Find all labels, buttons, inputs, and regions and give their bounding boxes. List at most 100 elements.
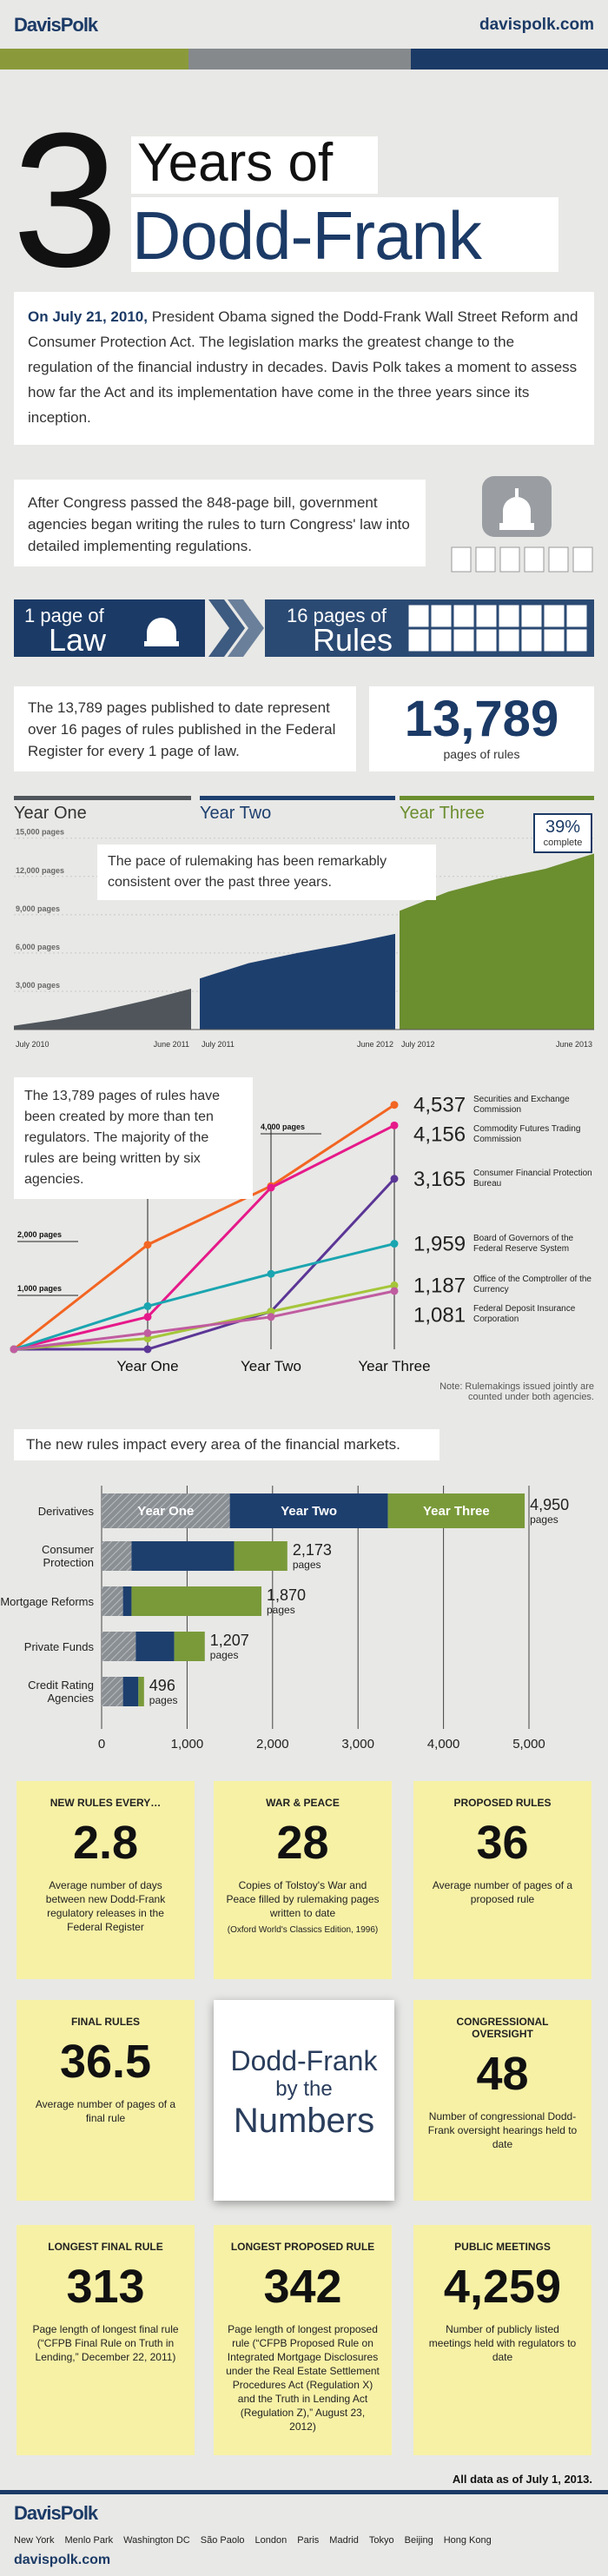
stat-title: LONGEST FINAL RULE bbox=[48, 2241, 163, 2253]
point bbox=[143, 1334, 152, 1343]
law-big: Law bbox=[49, 622, 107, 658]
series-label: Year One bbox=[137, 1504, 194, 1519]
rules-big: Rules bbox=[313, 622, 393, 658]
area bbox=[200, 933, 395, 1030]
stat-value: 36.5 bbox=[59, 2036, 152, 2088]
y-tick-label: 12,000 pages bbox=[16, 866, 64, 875]
city: Beijing bbox=[404, 2535, 433, 2546]
point bbox=[390, 1240, 399, 1248]
city: Washington DC bbox=[123, 2535, 190, 2546]
category-label: Consumer Protection bbox=[42, 1543, 94, 1569]
agency-name: Board of Governors of the Federal Reserv… bbox=[473, 1233, 574, 1254]
total-label: pages of rules bbox=[443, 747, 520, 761]
total-unit: pages bbox=[293, 1559, 321, 1571]
url: davispolk.com bbox=[479, 16, 594, 34]
bar-segment bbox=[131, 1586, 262, 1616]
bar-chart: 0 1,000 2,000 3,000 4,000 5,000 Year One Year T… bbox=[98, 1486, 569, 1752]
chevron bbox=[208, 599, 245, 657]
stat-value: 28 bbox=[276, 1817, 329, 1869]
stat-desc: Average number of pages of a final rule bbox=[35, 2098, 176, 2124]
total-unit: pages bbox=[267, 1604, 295, 1616]
point bbox=[267, 1269, 275, 1278]
x-tick-label: Year One bbox=[116, 1358, 178, 1374]
banner-graphics bbox=[144, 599, 594, 657]
bar-segment bbox=[102, 1493, 230, 1528]
total-unit: pages bbox=[530, 1513, 558, 1526]
intro-lead: On July 21, 2010, bbox=[28, 308, 148, 325]
stat-value: 2.8 bbox=[72, 1817, 139, 1869]
bar-segment bbox=[131, 1541, 235, 1571]
area-annotation: The pace of rulemaking has been remarkab… bbox=[97, 844, 436, 900]
point bbox=[143, 1301, 152, 1310]
title-line: Years of bbox=[137, 133, 334, 193]
stat-value: 36 bbox=[476, 1817, 529, 1869]
total-box: 13,789 pages of rules bbox=[369, 686, 594, 771]
series-label: Year Two bbox=[281, 1504, 337, 1519]
footer-url: davispolk.com bbox=[14, 2553, 111, 2567]
category-label: Mortgage Reforms bbox=[0, 1594, 94, 1608]
agency-name: Commodity Futures Trading Commission bbox=[473, 1123, 581, 1144]
complete-badge: 39% complete bbox=[533, 813, 592, 853]
value-label: 4,156 bbox=[413, 1123, 466, 1147]
total-label: 4,950 bbox=[530, 1496, 569, 1513]
line bbox=[14, 1177, 396, 1351]
x-label: July 2010 bbox=[16, 1040, 50, 1049]
x-tick-label: 3,000 bbox=[341, 1737, 374, 1752]
capitol-icon bbox=[451, 476, 593, 573]
line bbox=[13, 1289, 395, 1351]
point bbox=[390, 1175, 399, 1183]
rules-small: 16 pages of bbox=[287, 605, 387, 626]
dome bbox=[144, 618, 179, 646]
point bbox=[390, 1287, 399, 1295]
stat-card: FINAL RULES 36.5 Average number of pages o… bbox=[17, 2000, 195, 2201]
stat-card: NEW RULES EVERY… 2.8 Average number of day… bbox=[17, 1781, 195, 1979]
bar-segment bbox=[102, 1677, 123, 1706]
stat-title: LONGEST PROPOSED RULE bbox=[230, 2241, 375, 2253]
value-label: 3,165 bbox=[413, 1168, 466, 1191]
stat-value: 48 bbox=[476, 2048, 529, 2100]
dome bbox=[499, 497, 534, 530]
category-label: Credit Rating Agencies bbox=[28, 1679, 94, 1705]
value-label: 1,081 bbox=[413, 1303, 466, 1327]
bar-segment bbox=[102, 1632, 136, 1661]
year-bar bbox=[14, 796, 191, 800]
area bbox=[14, 989, 191, 1030]
line-text: The 13,789 pages of rules have been crea… bbox=[14, 1077, 253, 1199]
total-label: 1,870 bbox=[267, 1586, 306, 1604]
bar-segment bbox=[234, 1541, 287, 1571]
title-backdrop bbox=[131, 136, 378, 194]
city: Madrid bbox=[329, 2535, 359, 2546]
stripe bbox=[411, 49, 608, 70]
stat-title: PROPOSED RULES bbox=[453, 1797, 552, 1809]
stat-desc: Copies of Tolstoy's War and Peace filled… bbox=[226, 1879, 380, 1919]
total-label: 1,207 bbox=[210, 1632, 249, 1649]
intro-text: President Obama signed the Dodd-Frank Wa… bbox=[28, 308, 578, 426]
title-number: 3 bbox=[12, 93, 119, 307]
line bbox=[13, 1103, 395, 1351]
bar-segment bbox=[122, 1586, 132, 1616]
stripe bbox=[0, 49, 188, 70]
area bbox=[400, 853, 594, 1030]
footer-rule bbox=[0, 2490, 608, 2494]
city: Hong Kong bbox=[443, 2535, 492, 2546]
city: Menlo Park bbox=[64, 2535, 114, 2546]
stat-title: NEW RULES EVERY… bbox=[50, 1797, 162, 1809]
year-label: Year Two bbox=[200, 804, 271, 823]
area-chart: 3,000 pages 6,000 pages 9,000 pages 12,000 … bbox=[14, 796, 594, 1049]
point bbox=[143, 1345, 152, 1354]
total-label: 496 bbox=[149, 1677, 175, 1694]
stat-desc: Number of publicly listed meetings held … bbox=[428, 2323, 577, 2363]
agency-name: Federal Deposit Insurance Corporation bbox=[473, 1304, 576, 1325]
total-unit: pages bbox=[149, 1694, 178, 1706]
x-tick-label: 5,000 bbox=[512, 1737, 545, 1752]
complete-text: complete bbox=[543, 838, 583, 848]
stat-desc: Page length of longest proposed rule (“C… bbox=[226, 2323, 380, 2433]
city: Tokyo bbox=[368, 2535, 394, 2546]
x-tick-label: 0 bbox=[98, 1737, 105, 1752]
complete-label: 39% bbox=[545, 818, 581, 837]
year-label: Year One bbox=[14, 804, 87, 823]
x-tick-label: Year Three bbox=[358, 1358, 430, 1374]
point bbox=[267, 1183, 275, 1192]
stat-card: WAR & PEACE 28 Copies of Tolstoy's War and… bbox=[214, 1781, 392, 1979]
point bbox=[143, 1313, 152, 1321]
